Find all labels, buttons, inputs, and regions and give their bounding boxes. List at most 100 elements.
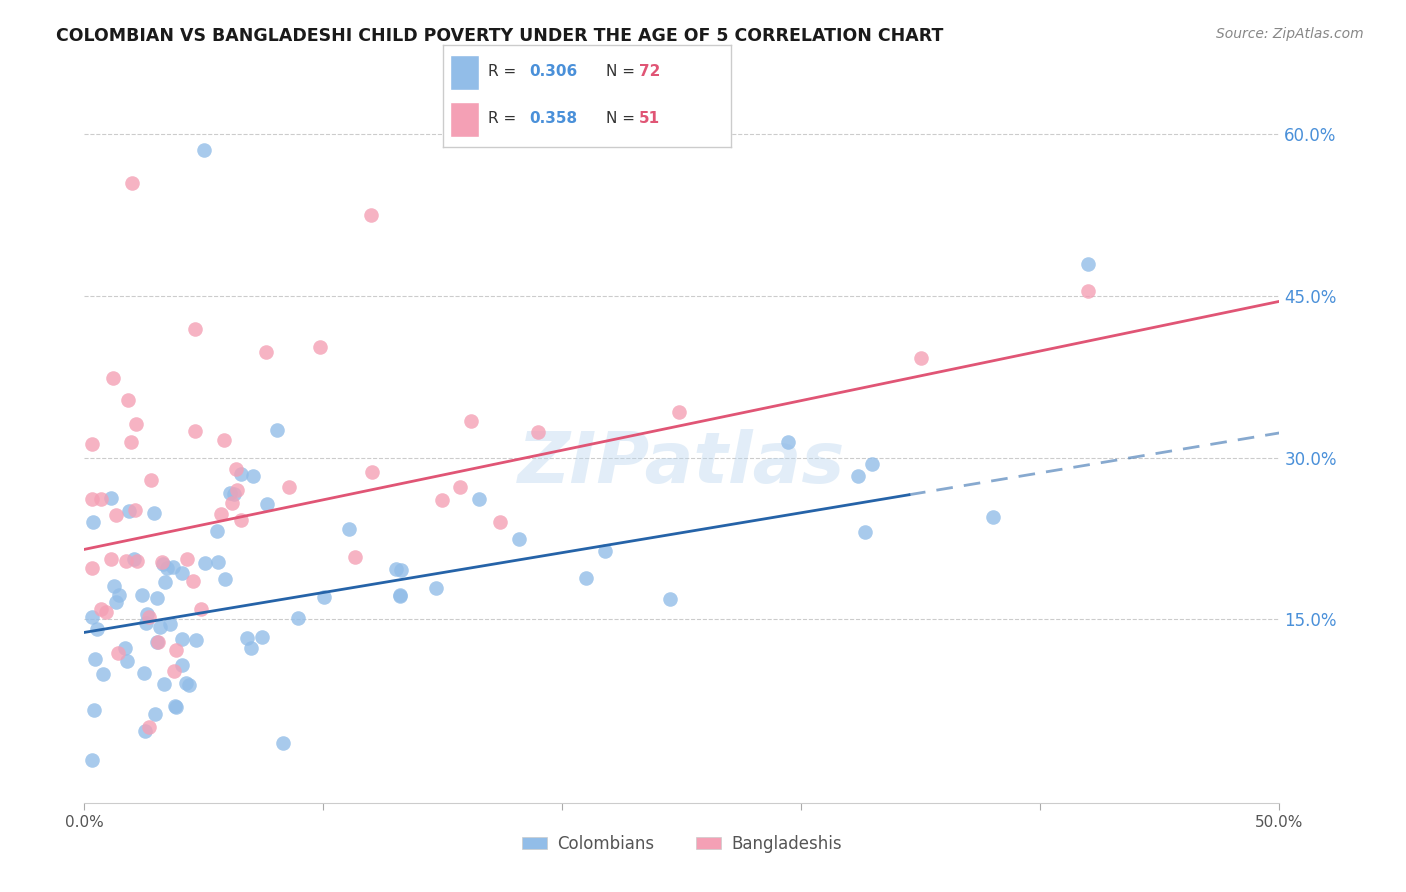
Point xyxy=(242,469,264,483)
Point xyxy=(190,602,212,616)
Point xyxy=(910,351,932,365)
Text: R =: R = xyxy=(488,64,520,79)
Point xyxy=(134,666,156,681)
Point xyxy=(152,555,174,569)
Point xyxy=(153,575,176,590)
Point xyxy=(176,552,198,566)
Point xyxy=(104,595,127,609)
Point xyxy=(391,563,413,577)
Point xyxy=(90,491,112,506)
Point xyxy=(131,588,153,602)
Point xyxy=(135,616,157,631)
Point xyxy=(184,322,207,336)
Point xyxy=(846,469,869,483)
Point xyxy=(86,622,108,636)
Point xyxy=(152,677,174,691)
Point xyxy=(149,620,172,634)
Point xyxy=(194,556,217,570)
Point xyxy=(575,571,598,585)
Point xyxy=(860,457,883,471)
Point xyxy=(170,632,193,646)
Point xyxy=(118,504,141,518)
Point xyxy=(337,522,360,536)
Point xyxy=(170,658,193,673)
Point xyxy=(425,581,447,595)
Point xyxy=(80,610,103,624)
Point xyxy=(114,554,136,568)
Point xyxy=(152,557,174,571)
Point xyxy=(853,524,876,539)
Point xyxy=(143,706,166,721)
Point xyxy=(80,437,103,451)
Point xyxy=(165,699,187,714)
Point xyxy=(181,574,204,588)
Point xyxy=(229,467,252,482)
Point xyxy=(432,493,454,508)
Point xyxy=(221,496,243,510)
Point xyxy=(193,144,215,158)
Point xyxy=(138,720,160,734)
FancyBboxPatch shape xyxy=(450,55,479,90)
Point xyxy=(138,609,160,624)
Point xyxy=(83,703,105,717)
Point xyxy=(100,552,122,566)
Point xyxy=(214,572,236,586)
Point xyxy=(226,483,249,497)
Point xyxy=(170,566,193,581)
Point xyxy=(240,640,263,655)
Point xyxy=(205,524,228,538)
Point xyxy=(1077,284,1099,298)
Point xyxy=(668,405,690,419)
Point xyxy=(101,371,124,385)
Point xyxy=(388,588,411,602)
Point xyxy=(222,487,245,501)
Point xyxy=(177,678,200,692)
Point xyxy=(96,605,118,619)
FancyBboxPatch shape xyxy=(450,102,479,137)
Point xyxy=(287,611,309,625)
Point xyxy=(460,414,482,428)
Point xyxy=(254,344,277,359)
Point xyxy=(312,590,335,604)
Point xyxy=(184,632,207,647)
Point xyxy=(344,550,367,565)
Legend: Colombians, Bangladeshis: Colombians, Bangladeshis xyxy=(516,828,848,860)
Point xyxy=(146,591,169,605)
Text: N =: N = xyxy=(606,64,640,79)
Point xyxy=(218,485,240,500)
Point xyxy=(250,631,273,645)
Point xyxy=(278,479,301,493)
Point xyxy=(174,675,197,690)
Point xyxy=(384,561,406,575)
Point xyxy=(114,641,136,656)
Text: COLOMBIAN VS BANGLADESHI CHILD POVERTY UNDER THE AGE OF 5 CORRELATION CHART: COLOMBIAN VS BANGLADESHI CHILD POVERTY U… xyxy=(56,27,943,45)
Point xyxy=(117,393,139,408)
Text: 51: 51 xyxy=(638,112,659,127)
Point xyxy=(107,588,129,602)
Text: N =: N = xyxy=(606,112,640,127)
Point xyxy=(266,423,288,437)
Point xyxy=(162,559,184,574)
Point xyxy=(273,736,295,750)
Point xyxy=(134,724,156,739)
Point xyxy=(82,516,104,530)
Point xyxy=(120,434,142,449)
Point xyxy=(981,510,1004,524)
Point xyxy=(80,753,103,767)
Point xyxy=(125,553,148,567)
Point xyxy=(778,435,800,450)
Point xyxy=(184,424,207,438)
Point xyxy=(125,417,148,431)
Point xyxy=(121,176,143,190)
Point xyxy=(1077,257,1099,271)
Point xyxy=(115,654,138,668)
Point xyxy=(156,561,179,575)
Point xyxy=(91,666,114,681)
Point xyxy=(100,491,122,506)
Point xyxy=(214,433,236,447)
Point xyxy=(159,616,181,631)
Text: 0.358: 0.358 xyxy=(530,112,578,127)
Point xyxy=(389,589,412,603)
Point xyxy=(593,544,616,558)
Point xyxy=(467,492,489,507)
